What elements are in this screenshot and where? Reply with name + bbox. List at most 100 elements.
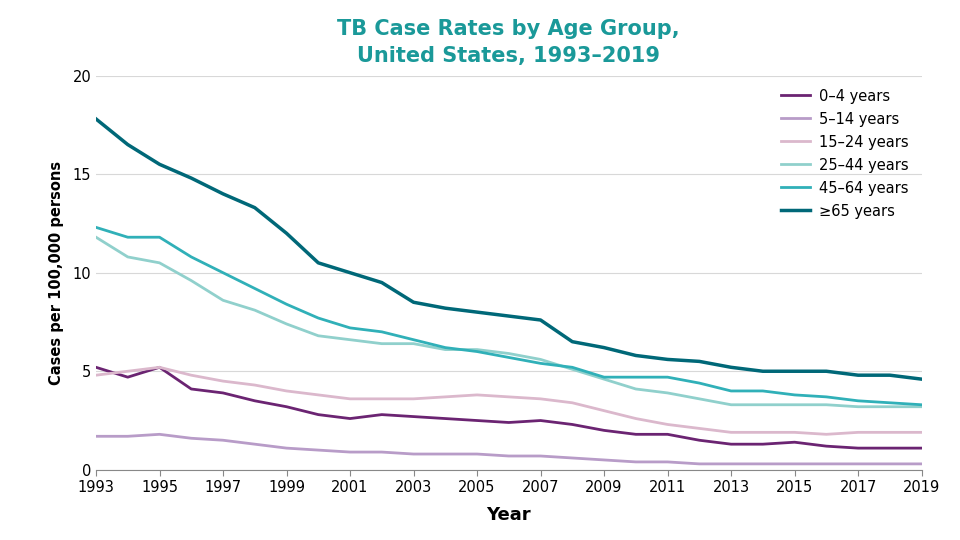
5–14 years <box>217 437 228 443</box>
45–64 years <box>376 328 388 335</box>
45–64 years <box>249 285 260 292</box>
0–4 years <box>185 386 197 392</box>
45–64 years <box>916 402 927 408</box>
≥65 years <box>726 364 737 370</box>
Line: 45–64 years: 45–64 years <box>96 227 922 405</box>
45–64 years <box>185 254 197 260</box>
≥65 years <box>821 368 832 375</box>
15–24 years <box>471 392 483 398</box>
≥65 years <box>693 358 705 365</box>
Y-axis label: Cases per 100,000 persons: Cases per 100,000 persons <box>49 160 64 385</box>
45–64 years <box>789 392 801 398</box>
≥65 years <box>376 279 388 286</box>
45–64 years <box>821 394 832 400</box>
45–64 years <box>440 345 451 351</box>
X-axis label: Year: Year <box>487 507 531 524</box>
45–64 years <box>693 380 705 386</box>
5–14 years <box>757 461 769 467</box>
25–44 years <box>440 346 451 353</box>
15–24 years <box>566 400 578 406</box>
25–44 years <box>693 396 705 402</box>
5–14 years <box>280 445 292 451</box>
0–4 years <box>789 439 801 446</box>
5–14 years <box>566 455 578 461</box>
≥65 years <box>630 352 641 359</box>
15–24 years <box>376 396 388 402</box>
25–44 years <box>503 350 515 357</box>
15–24 years <box>249 382 260 388</box>
5–14 years <box>313 447 324 454</box>
≥65 years <box>249 205 260 211</box>
0–4 years <box>249 397 260 404</box>
45–64 years <box>884 400 896 406</box>
0–4 years <box>313 411 324 418</box>
45–64 years <box>661 374 673 380</box>
0–4 years <box>566 421 578 428</box>
25–44 years <box>852 403 864 410</box>
0–4 years <box>916 445 927 451</box>
≥65 years <box>757 368 769 375</box>
0–4 years <box>693 437 705 443</box>
0–4 years <box>821 443 832 449</box>
0–4 years <box>408 413 420 420</box>
15–24 years <box>280 388 292 394</box>
25–44 years <box>757 402 769 408</box>
5–14 years <box>821 461 832 467</box>
≥65 years <box>471 309 483 315</box>
5–14 years <box>249 441 260 448</box>
Title: TB Case Rates by Age Group,
United States, 1993–2019: TB Case Rates by Age Group, United State… <box>338 19 680 66</box>
Line: 25–44 years: 25–44 years <box>96 237 922 407</box>
45–64 years <box>471 348 483 355</box>
25–44 years <box>249 307 260 313</box>
45–64 years <box>757 388 769 394</box>
25–44 years <box>598 376 610 382</box>
5–14 years <box>185 435 197 442</box>
≥65 years <box>90 116 102 122</box>
45–64 years <box>408 336 420 343</box>
25–44 years <box>821 402 832 408</box>
45–64 years <box>566 364 578 370</box>
≥65 years <box>408 299 420 306</box>
25–44 years <box>122 254 133 260</box>
25–44 years <box>185 278 197 284</box>
0–4 years <box>884 445 896 451</box>
0–4 years <box>852 445 864 451</box>
15–24 years <box>345 396 356 402</box>
5–14 years <box>90 433 102 440</box>
15–24 years <box>154 364 165 370</box>
5–14 years <box>408 451 420 457</box>
45–64 years <box>217 269 228 276</box>
≥65 years <box>440 305 451 312</box>
5–14 years <box>630 458 641 465</box>
15–24 years <box>821 431 832 437</box>
0–4 years <box>630 431 641 437</box>
45–64 years <box>280 301 292 307</box>
0–4 years <box>726 441 737 448</box>
0–4 years <box>503 419 515 426</box>
0–4 years <box>661 431 673 437</box>
0–4 years <box>757 441 769 448</box>
≥65 years <box>661 356 673 363</box>
5–14 years <box>789 461 801 467</box>
15–24 years <box>408 396 420 402</box>
5–14 years <box>535 453 546 459</box>
0–4 years <box>122 374 133 380</box>
0–4 years <box>598 427 610 434</box>
5–14 years <box>154 431 165 437</box>
15–24 years <box>852 429 864 436</box>
5–14 years <box>440 451 451 457</box>
25–44 years <box>726 402 737 408</box>
5–14 years <box>661 458 673 465</box>
5–14 years <box>693 461 705 467</box>
5–14 years <box>471 451 483 457</box>
≥65 years <box>345 269 356 276</box>
15–24 years <box>217 378 228 384</box>
15–24 years <box>503 394 515 400</box>
0–4 years <box>280 403 292 410</box>
15–24 years <box>90 372 102 379</box>
≥65 years <box>122 141 133 148</box>
45–64 years <box>345 325 356 331</box>
25–44 years <box>376 340 388 347</box>
15–24 years <box>726 429 737 436</box>
5–14 years <box>122 433 133 440</box>
